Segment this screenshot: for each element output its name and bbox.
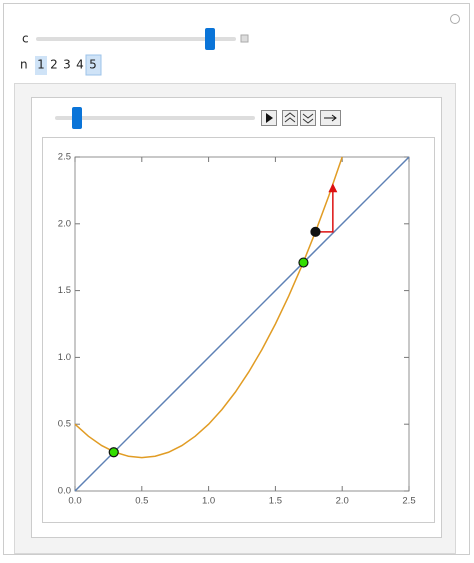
n-option[interactable]: 5 [89, 58, 97, 72]
point [310, 226, 321, 237]
play-icon [266, 113, 273, 123]
x-tick-label: 2.0 [336, 496, 349, 507]
n-option[interactable]: 3 [63, 58, 71, 72]
anim-slider[interactable] [55, 116, 255, 120]
slower-icon [302, 113, 314, 124]
c-label: c [22, 32, 29, 46]
point [298, 257, 309, 268]
n-label: n [20, 58, 28, 72]
y-tick-label: 1.0 [58, 352, 71, 363]
anim-slider-thumb[interactable] [72, 107, 82, 129]
c-slider[interactable] [36, 37, 236, 41]
curve [74, 156, 343, 459]
faster-icon [284, 112, 296, 123]
expand-button[interactable] [240, 34, 249, 43]
x-tick-label: 0.0 [68, 496, 81, 507]
y-tick-label: 2.5 [58, 152, 71, 163]
y-tick-label: 0.0 [58, 486, 71, 497]
y-tick-label: 0.5 [58, 419, 71, 430]
n-option[interactable]: 1 [37, 58, 45, 72]
cobweb-path [315, 183, 338, 233]
x-tick-label: 2.5 [402, 496, 415, 507]
curve [74, 156, 410, 492]
options-button[interactable] [450, 14, 460, 24]
point [108, 447, 119, 458]
n-option[interactable]: 4 [76, 58, 84, 72]
n-option-selected [85, 54, 102, 76]
plot-area [74, 156, 410, 492]
direction-icon [324, 114, 337, 122]
n-option[interactable]: 2 [50, 58, 58, 72]
c-slider-thumb[interactable] [205, 28, 215, 50]
x-tick-label: 0.5 [135, 496, 148, 507]
y-tick-label: 1.5 [58, 285, 71, 296]
x-tick-label: 1.0 [202, 496, 215, 507]
y-tick-label: 2.0 [58, 218, 71, 229]
n-option-selected [35, 56, 47, 75]
x-tick-label: 1.5 [269, 496, 282, 507]
